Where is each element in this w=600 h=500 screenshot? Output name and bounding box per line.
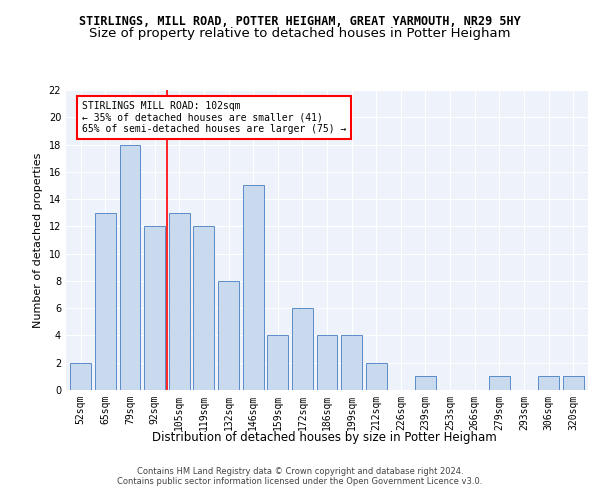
Bar: [563, 376, 584, 390]
Bar: [169, 212, 190, 390]
Bar: [242, 186, 263, 390]
Bar: [415, 376, 436, 390]
Bar: [193, 226, 214, 390]
Bar: [95, 212, 116, 390]
Text: STIRLINGS MILL ROAD: 102sqm
← 35% of detached houses are smaller (41)
65% of sem: STIRLINGS MILL ROAD: 102sqm ← 35% of det…: [82, 101, 346, 134]
Bar: [538, 376, 559, 390]
Text: Contains public sector information licensed under the Open Government Licence v3: Contains public sector information licen…: [118, 477, 482, 486]
Bar: [144, 226, 165, 390]
Text: Size of property relative to detached houses in Potter Heigham: Size of property relative to detached ho…: [89, 28, 511, 40]
Text: Distribution of detached houses by size in Potter Heigham: Distribution of detached houses by size …: [152, 431, 496, 444]
Bar: [366, 362, 387, 390]
Bar: [267, 336, 288, 390]
Bar: [341, 336, 362, 390]
Bar: [70, 362, 91, 390]
Bar: [489, 376, 510, 390]
Text: STIRLINGS, MILL ROAD, POTTER HEIGHAM, GREAT YARMOUTH, NR29 5HY: STIRLINGS, MILL ROAD, POTTER HEIGHAM, GR…: [79, 15, 521, 28]
Bar: [292, 308, 313, 390]
Bar: [119, 144, 140, 390]
Bar: [317, 336, 337, 390]
Text: Contains HM Land Registry data © Crown copyright and database right 2024.: Contains HM Land Registry data © Crown c…: [137, 467, 463, 476]
Bar: [218, 281, 239, 390]
Y-axis label: Number of detached properties: Number of detached properties: [33, 152, 43, 328]
